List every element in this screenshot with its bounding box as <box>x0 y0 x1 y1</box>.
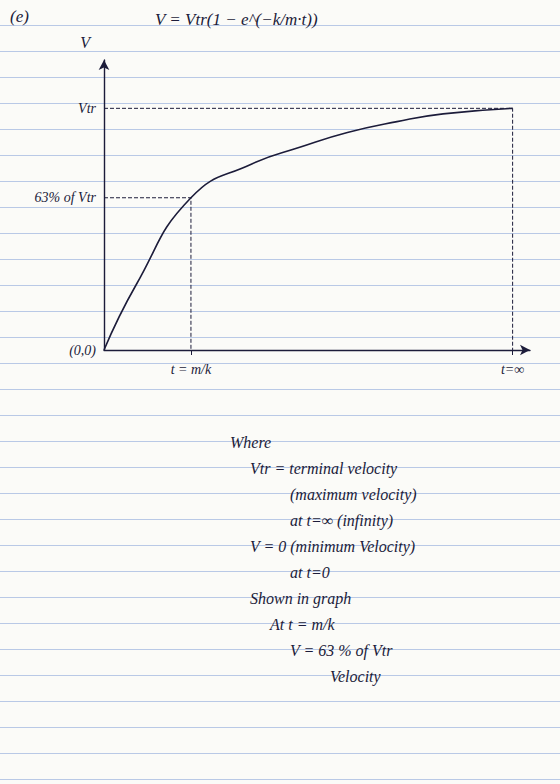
html-text:at t=0: at t=0 <box>290 564 330 581</box>
html-text:Velocity: Velocity <box>330 668 381 685</box>
svg-text:V = Vtr(1 − e^(−k/m·t)): V = Vtr(1 − e^(−k/m·t)) <box>155 10 318 29</box>
html-text:(maximum velocity): (maximum velocity) <box>290 486 417 503</box>
svg-text:63% of Vtr: 63% of Vtr <box>35 190 97 205</box>
html-text:Where: Where <box>230 434 272 451</box>
svg-text:t=∞: t=∞ <box>501 362 524 377</box>
svg-text:t = m/k: t = m/k <box>171 362 212 377</box>
html-text:at t=∞ (infinity): at t=∞ (infinity) <box>290 512 394 529</box>
svg-text:(e): (e) <box>10 7 29 26</box>
html-text:V = 0 (minimum Velocity): V = 0 (minimum Velocity) <box>250 538 416 555</box>
svg-text:V: V <box>80 34 92 51</box>
svg-text:(0,0): (0,0) <box>69 343 96 359</box>
html-text:At t = m/k: At t = m/k <box>270 616 335 633</box>
html-text:Shown in graph: Shown in graph <box>250 590 352 607</box>
html-text:V = 63 % of Vtr: V = 63 % of Vtr <box>290 642 393 659</box>
svg-text:Vtr: Vtr <box>78 101 96 116</box>
html-text:Vtr = terminal velocity: Vtr = terminal velocity <box>250 460 398 477</box>
